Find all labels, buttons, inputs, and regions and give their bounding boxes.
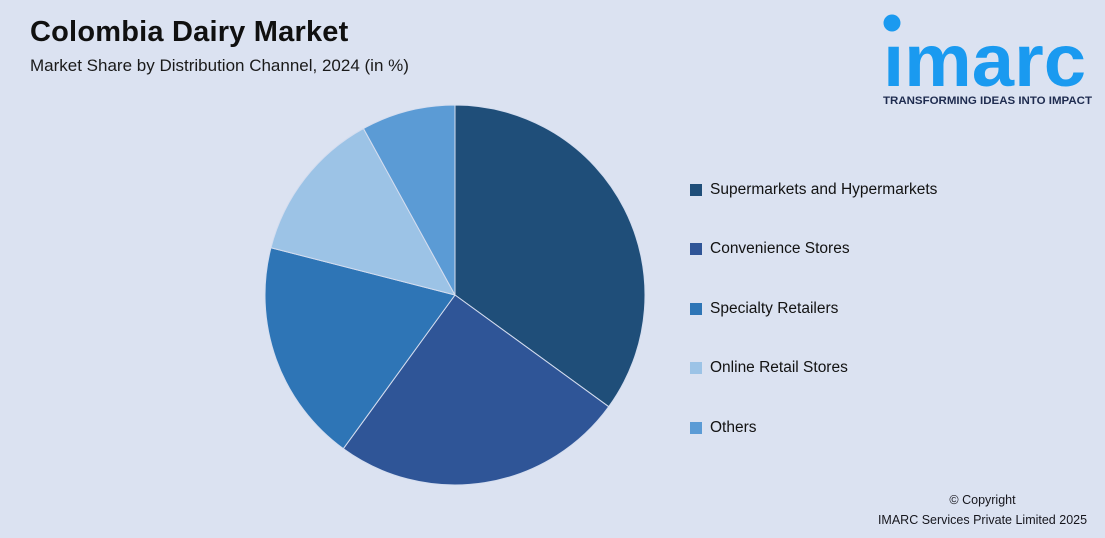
copyright-line2: IMARC Services Private Limited 2025 bbox=[877, 513, 1088, 527]
legend-swatch-online-retail-stores bbox=[690, 362, 702, 375]
pie-slice-specialty-retailers bbox=[264, 247, 456, 450]
legend-item-others: Others bbox=[690, 398, 937, 458]
pie-slice-online-retail-stores bbox=[270, 128, 456, 296]
logo-wordmark: ımarc bbox=[883, 19, 1086, 102]
copyright-notice: © Copyright IMARC Services Private Limit… bbox=[865, 493, 1100, 527]
legend-swatch-convenience-stores bbox=[690, 243, 702, 256]
legend-item-online-retail-stores: Online Retail Stores bbox=[690, 339, 937, 399]
chart-subtitle: Market Share by Distribution Channel, 20… bbox=[30, 56, 409, 76]
legend-swatch-supermarkets bbox=[690, 183, 702, 196]
legend-item-specialty-retailers: Specialty Retailers bbox=[690, 279, 937, 339]
page-title: Colombia Dairy Market bbox=[30, 16, 349, 48]
legend-label: Online Retail Stores bbox=[710, 359, 848, 377]
legend-label: Others bbox=[710, 418, 757, 436]
legend-item-convenience-stores: Convenience Stores bbox=[690, 220, 937, 280]
legend-swatch-others bbox=[690, 421, 702, 434]
pie-slice-others bbox=[362, 104, 456, 296]
pie-chart bbox=[264, 104, 646, 486]
legend-label: Supermarkets and Hypermarkets bbox=[710, 180, 938, 198]
imarc-logo: ımarc TRANSFORMING IDEAS INTO IMPACT bbox=[883, 14, 1092, 107]
legend-swatch-specialty-retailers bbox=[690, 302, 702, 315]
pie-slice-convenience-stores bbox=[342, 294, 610, 486]
copyright-line1: © Copyright bbox=[949, 493, 1016, 507]
logo-tagline: TRANSFORMING IDEAS INTO IMPACT bbox=[883, 95, 1092, 107]
chart-header: Colombia Dairy Market Market Share by Di… bbox=[30, 16, 409, 76]
logo-i-dot-icon bbox=[883, 14, 901, 32]
legend-label: Specialty Retailers bbox=[710, 299, 839, 317]
legend: Supermarkets and Hypermarkets Convenienc… bbox=[690, 160, 937, 458]
legend-item-supermarkets: Supermarkets and Hypermarkets bbox=[690, 160, 937, 220]
legend-label: Convenience Stores bbox=[710, 240, 850, 258]
pie-slice-supermarkets-and-hypermarkets bbox=[454, 104, 646, 408]
